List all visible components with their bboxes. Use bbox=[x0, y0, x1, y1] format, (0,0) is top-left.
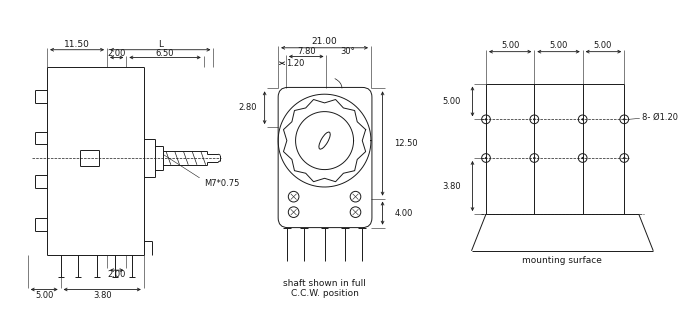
Text: 2.00: 2.00 bbox=[107, 49, 126, 58]
Text: shaft shown in full: shaft shown in full bbox=[283, 279, 366, 288]
Circle shape bbox=[624, 157, 625, 159]
Text: 5.00: 5.00 bbox=[443, 97, 461, 106]
Text: 7.80: 7.80 bbox=[297, 47, 316, 56]
Text: 11.50: 11.50 bbox=[64, 40, 90, 49]
Text: 12.50: 12.50 bbox=[394, 139, 418, 148]
Text: 5.00: 5.00 bbox=[501, 41, 520, 50]
Text: M7*0.75: M7*0.75 bbox=[204, 179, 239, 188]
Text: 2.80: 2.80 bbox=[239, 103, 257, 112]
Text: 6.50: 6.50 bbox=[156, 49, 174, 58]
Text: 5.00: 5.00 bbox=[594, 41, 612, 50]
Text: 5.00: 5.00 bbox=[549, 41, 568, 50]
Text: 8- Ø1.20: 8- Ø1.20 bbox=[642, 113, 678, 122]
Text: 21.00: 21.00 bbox=[311, 38, 337, 46]
Circle shape bbox=[533, 157, 535, 159]
Text: C.C.W. position: C.C.W. position bbox=[290, 289, 358, 298]
Circle shape bbox=[485, 157, 487, 159]
Circle shape bbox=[533, 118, 535, 120]
Circle shape bbox=[485, 118, 487, 120]
Text: L: L bbox=[158, 40, 163, 49]
Circle shape bbox=[624, 118, 625, 120]
Circle shape bbox=[581, 118, 583, 120]
Text: 30°: 30° bbox=[341, 47, 355, 56]
Text: 2.00: 2.00 bbox=[107, 270, 126, 279]
Text: 1.20: 1.20 bbox=[286, 59, 305, 68]
Circle shape bbox=[581, 157, 583, 159]
Text: 3.80: 3.80 bbox=[442, 181, 461, 191]
Text: mounting surface: mounting surface bbox=[522, 256, 602, 265]
Text: 4.00: 4.00 bbox=[394, 209, 413, 218]
Text: 5.00: 5.00 bbox=[35, 291, 54, 300]
Text: 3.80: 3.80 bbox=[93, 291, 112, 300]
